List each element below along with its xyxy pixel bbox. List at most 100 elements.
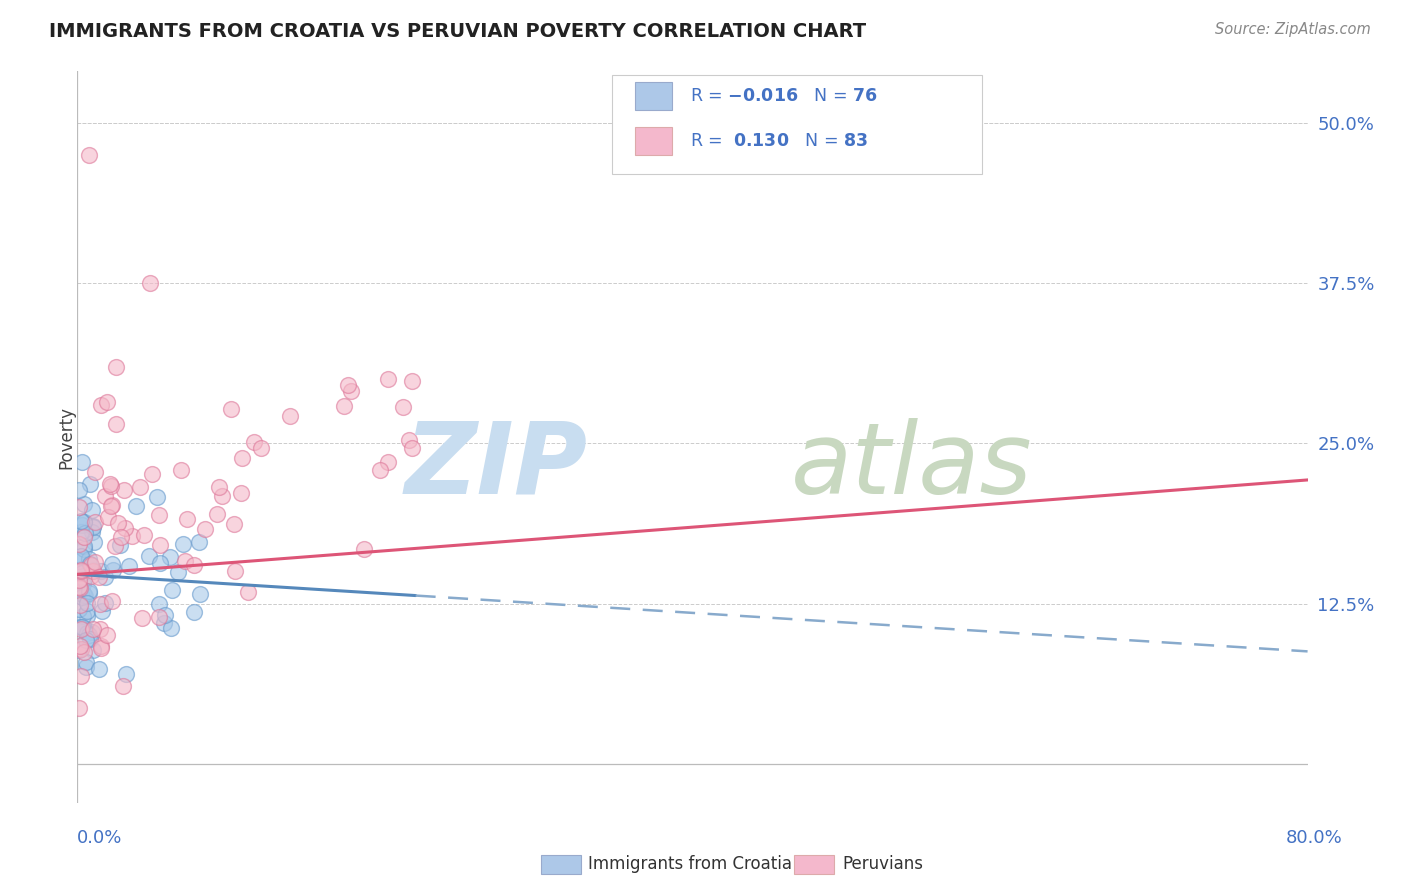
Point xyxy=(229,485,252,500)
Text: 80.0%: 80.0% xyxy=(1286,829,1343,847)
Point xyxy=(153,608,176,623)
Point xyxy=(80,625,103,640)
Point xyxy=(75,655,97,669)
Point xyxy=(90,564,112,578)
Bar xyxy=(634,81,672,110)
Point xyxy=(132,528,155,542)
Point xyxy=(73,531,96,545)
Point xyxy=(69,585,91,599)
Point xyxy=(89,597,111,611)
Point xyxy=(112,483,135,497)
Point xyxy=(67,643,90,657)
Point xyxy=(101,563,124,577)
Point xyxy=(401,441,423,455)
Point xyxy=(278,409,301,423)
Point xyxy=(110,530,132,544)
Point xyxy=(83,535,105,549)
Point xyxy=(231,451,253,466)
Text: Immigrants from Croatia: Immigrants from Croatia xyxy=(588,855,792,873)
Point xyxy=(73,542,96,557)
Point xyxy=(76,625,98,640)
Point xyxy=(67,536,90,550)
Point xyxy=(80,524,103,539)
Point xyxy=(377,455,399,469)
Point xyxy=(183,558,205,573)
Y-axis label: Poverty: Poverty xyxy=(58,406,75,468)
Point xyxy=(89,622,111,636)
Point xyxy=(336,377,359,392)
Point xyxy=(149,538,172,552)
Point xyxy=(82,564,104,578)
Point xyxy=(94,596,117,610)
Point xyxy=(148,610,170,624)
Point xyxy=(76,596,98,610)
Point xyxy=(207,507,229,521)
Point xyxy=(72,586,94,600)
Point xyxy=(377,372,399,386)
Point xyxy=(67,602,90,616)
FancyBboxPatch shape xyxy=(613,75,981,174)
Point xyxy=(76,604,98,618)
Point xyxy=(340,384,363,398)
Point xyxy=(73,516,96,530)
Point xyxy=(183,605,205,619)
Point xyxy=(67,500,90,515)
Text: IMMIGRANTS FROM CROATIA VS PERUVIAN POVERTY CORRELATION CHART: IMMIGRANTS FROM CROATIA VS PERUVIAN POVE… xyxy=(49,22,866,41)
Point xyxy=(368,463,391,477)
Bar xyxy=(634,127,672,155)
Point xyxy=(169,463,191,477)
Point xyxy=(87,569,110,583)
Point xyxy=(96,395,118,409)
Point xyxy=(94,570,117,584)
Point xyxy=(75,632,97,647)
Point xyxy=(75,525,97,540)
Point xyxy=(69,581,91,595)
Point xyxy=(224,564,246,578)
Point xyxy=(72,566,94,580)
Point xyxy=(73,620,96,634)
Point xyxy=(167,566,190,580)
Point xyxy=(83,466,105,480)
Point xyxy=(69,620,91,634)
Point xyxy=(77,586,100,600)
Point xyxy=(70,620,93,634)
Point xyxy=(70,454,93,468)
Point xyxy=(75,590,97,604)
Point xyxy=(114,521,136,535)
Point xyxy=(141,467,163,481)
Point xyxy=(69,639,91,653)
Point xyxy=(73,515,96,529)
Point xyxy=(236,585,259,599)
Point xyxy=(242,435,264,450)
Point xyxy=(82,622,104,636)
Point xyxy=(219,401,242,416)
Point xyxy=(67,554,90,568)
Point xyxy=(125,499,148,513)
Point xyxy=(100,499,122,513)
Point xyxy=(83,515,105,529)
Point xyxy=(131,611,153,625)
Point xyxy=(80,503,103,517)
Point xyxy=(249,441,271,455)
Point xyxy=(176,512,198,526)
Point xyxy=(73,588,96,602)
Point xyxy=(148,597,170,611)
Point xyxy=(79,632,101,647)
Point xyxy=(70,518,93,533)
Point xyxy=(118,558,141,573)
Point xyxy=(98,477,121,491)
Point xyxy=(77,583,100,598)
Point xyxy=(90,639,112,653)
Point xyxy=(148,508,170,523)
Point xyxy=(67,701,90,715)
Point xyxy=(79,557,101,571)
Text: ZIP: ZIP xyxy=(405,417,588,515)
Point xyxy=(70,562,93,576)
Point xyxy=(79,558,101,572)
Point xyxy=(67,483,90,498)
Point xyxy=(153,615,176,630)
Point xyxy=(70,622,93,636)
Point xyxy=(187,534,209,549)
Point xyxy=(173,554,195,568)
Text: atlas: atlas xyxy=(792,417,1032,515)
